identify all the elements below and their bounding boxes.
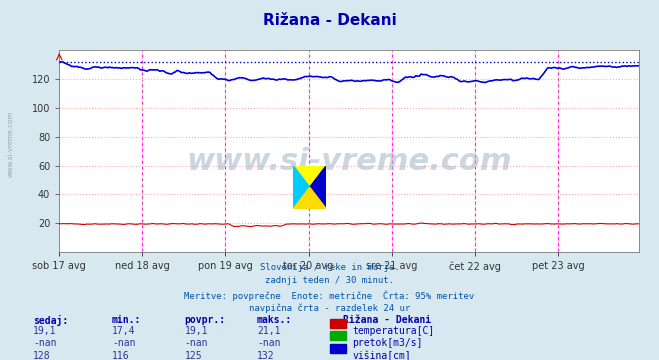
Text: -nan: -nan	[33, 338, 57, 348]
Text: -nan: -nan	[257, 338, 281, 348]
Text: 128: 128	[33, 351, 51, 360]
Bar	[293, 166, 310, 209]
Text: -nan: -nan	[185, 338, 208, 348]
Text: -nan: -nan	[112, 338, 136, 348]
Text: temperatura[C]: temperatura[C]	[353, 326, 435, 336]
Polygon shape	[310, 166, 326, 209]
Text: 19,1: 19,1	[33, 326, 57, 336]
Text: pretok[m3/s]: pretok[m3/s]	[353, 338, 423, 348]
Text: povpr.:: povpr.:	[185, 315, 225, 325]
Text: Slovenija / reke in morje.: Slovenija / reke in morje.	[260, 263, 399, 272]
Polygon shape	[293, 166, 310, 209]
Text: www.si-vreme.com: www.si-vreme.com	[8, 111, 14, 177]
Text: min.:: min.:	[112, 315, 142, 325]
Text: maks.:: maks.:	[257, 315, 292, 325]
Text: 21,1: 21,1	[257, 326, 281, 336]
Text: Rižana - Dekani: Rižana - Dekani	[263, 13, 396, 28]
Polygon shape	[293, 166, 326, 187]
Text: 17,4: 17,4	[112, 326, 136, 336]
Text: zadnji teden / 30 minut.: zadnji teden / 30 minut.	[265, 276, 394, 285]
Text: 125: 125	[185, 351, 202, 360]
Text: 132: 132	[257, 351, 275, 360]
Polygon shape	[293, 187, 326, 209]
Text: Meritve: povprečne  Enote: metrične  Črta: 95% meritev: Meritve: povprečne Enote: metrične Črta:…	[185, 290, 474, 301]
Text: 19,1: 19,1	[185, 326, 208, 336]
Text: navpična črta - razdelek 24 ur: navpična črta - razdelek 24 ur	[249, 304, 410, 313]
Text: Rižana - Dekani: Rižana - Dekani	[343, 315, 431, 325]
Text: www.si-vreme.com: www.si-vreme.com	[186, 147, 512, 176]
Text: sedaj:: sedaj:	[33, 315, 68, 326]
Bar	[310, 166, 326, 209]
Text: 116: 116	[112, 351, 130, 360]
Text: višina[cm]: višina[cm]	[353, 351, 411, 360]
